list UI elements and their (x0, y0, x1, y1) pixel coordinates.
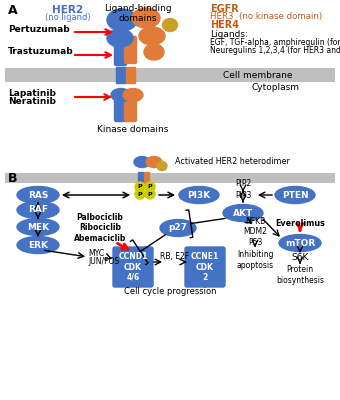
Text: PIP2: PIP2 (235, 180, 251, 188)
Circle shape (135, 189, 145, 199)
Text: Cell membrane: Cell membrane (223, 70, 293, 80)
Ellipse shape (144, 44, 164, 60)
Circle shape (135, 182, 145, 192)
Ellipse shape (279, 234, 321, 252)
Text: HER2: HER2 (52, 5, 84, 15)
Ellipse shape (17, 186, 59, 204)
Text: Inhibiting
apoptosis: Inhibiting apoptosis (236, 250, 274, 270)
Text: B: B (8, 172, 17, 185)
FancyBboxPatch shape (115, 36, 126, 66)
Ellipse shape (123, 88, 143, 102)
Text: CCNE1
CDK
2: CCNE1 CDK 2 (191, 252, 219, 282)
Text: RAF: RAF (28, 206, 48, 214)
FancyBboxPatch shape (115, 90, 126, 122)
Text: (no ligand): (no ligand) (45, 13, 91, 22)
Text: Everolimus: Everolimus (275, 218, 325, 228)
Text: ERK: ERK (28, 240, 48, 250)
Text: Cell cycle progression: Cell cycle progression (124, 288, 216, 296)
Ellipse shape (134, 156, 150, 168)
Text: Protein
biosynthesis: Protein biosynthesis (276, 265, 324, 285)
Text: RAS: RAS (28, 190, 48, 200)
Text: MYC: MYC (88, 248, 104, 258)
FancyBboxPatch shape (124, 90, 136, 122)
FancyBboxPatch shape (5, 173, 335, 183)
FancyBboxPatch shape (113, 247, 153, 287)
Text: RB, E2F: RB, E2F (160, 252, 190, 262)
FancyBboxPatch shape (124, 36, 136, 64)
Circle shape (145, 182, 155, 192)
Text: Activated HER2 heterodimer: Activated HER2 heterodimer (175, 158, 290, 166)
Text: PIP3: PIP3 (235, 192, 251, 200)
Ellipse shape (107, 9, 137, 31)
Ellipse shape (132, 8, 160, 28)
FancyBboxPatch shape (185, 247, 225, 287)
Text: AKT: AKT (233, 208, 253, 218)
Text: S6K: S6K (291, 252, 309, 262)
Ellipse shape (146, 156, 162, 168)
Circle shape (145, 189, 155, 199)
Text: MEK: MEK (27, 222, 49, 232)
Text: CCND1
CDK
4/6: CCND1 CDK 4/6 (118, 252, 148, 282)
Text: NFKB
MDM2
P53: NFKB MDM2 P53 (243, 217, 267, 247)
Text: P: P (148, 184, 152, 190)
Ellipse shape (107, 29, 133, 47)
Text: Palbociclib
Ribociclib
Abemaciclib: Palbociclib Ribociclib Abemaciclib (74, 213, 126, 243)
FancyBboxPatch shape (144, 172, 149, 184)
Text: EGFR: EGFR (210, 4, 239, 14)
Ellipse shape (179, 186, 219, 204)
Text: Pertuzumab: Pertuzumab (8, 24, 70, 34)
Ellipse shape (275, 186, 315, 204)
Text: Ligands:: Ligands: (210, 30, 248, 39)
Ellipse shape (157, 162, 167, 170)
Text: HER3  (no kinase domain): HER3 (no kinase domain) (210, 12, 322, 21)
Text: Lapatinib: Lapatinib (8, 88, 56, 98)
Ellipse shape (111, 88, 131, 102)
Text: Cytoplasm: Cytoplasm (251, 82, 299, 92)
Text: p27: p27 (169, 224, 187, 232)
Text: P: P (148, 192, 152, 196)
Ellipse shape (160, 220, 196, 236)
Text: P: P (138, 184, 142, 190)
Text: P: P (138, 192, 142, 196)
Text: A: A (8, 4, 18, 17)
Ellipse shape (163, 18, 177, 32)
Ellipse shape (223, 204, 263, 222)
Text: Ligand-binding
domains: Ligand-binding domains (104, 4, 172, 23)
FancyBboxPatch shape (5, 68, 335, 82)
Text: PI3K: PI3K (187, 190, 210, 200)
FancyBboxPatch shape (126, 67, 135, 83)
Text: Kinase domains: Kinase domains (97, 126, 169, 134)
Ellipse shape (17, 236, 59, 254)
Text: Neratinib: Neratinib (8, 98, 56, 106)
Text: mTOR: mTOR (285, 238, 315, 248)
Ellipse shape (17, 218, 59, 236)
Text: HER4: HER4 (210, 20, 239, 30)
Ellipse shape (139, 27, 165, 45)
Text: PTEN: PTEN (282, 190, 308, 200)
Text: Neuregulins 1,2,3,4 (for HER3 and HER4): Neuregulins 1,2,3,4 (for HER3 and HER4) (210, 46, 340, 55)
Ellipse shape (17, 202, 59, 218)
FancyBboxPatch shape (116, 67, 125, 83)
Text: Trastuzumab: Trastuzumab (8, 48, 74, 56)
Text: JUN/FOS: JUN/FOS (88, 256, 119, 266)
Text: EGF, TGF-alpha, amphiregulin (for EGFR): EGF, TGF-alpha, amphiregulin (for EGFR) (210, 38, 340, 47)
FancyBboxPatch shape (138, 172, 143, 184)
